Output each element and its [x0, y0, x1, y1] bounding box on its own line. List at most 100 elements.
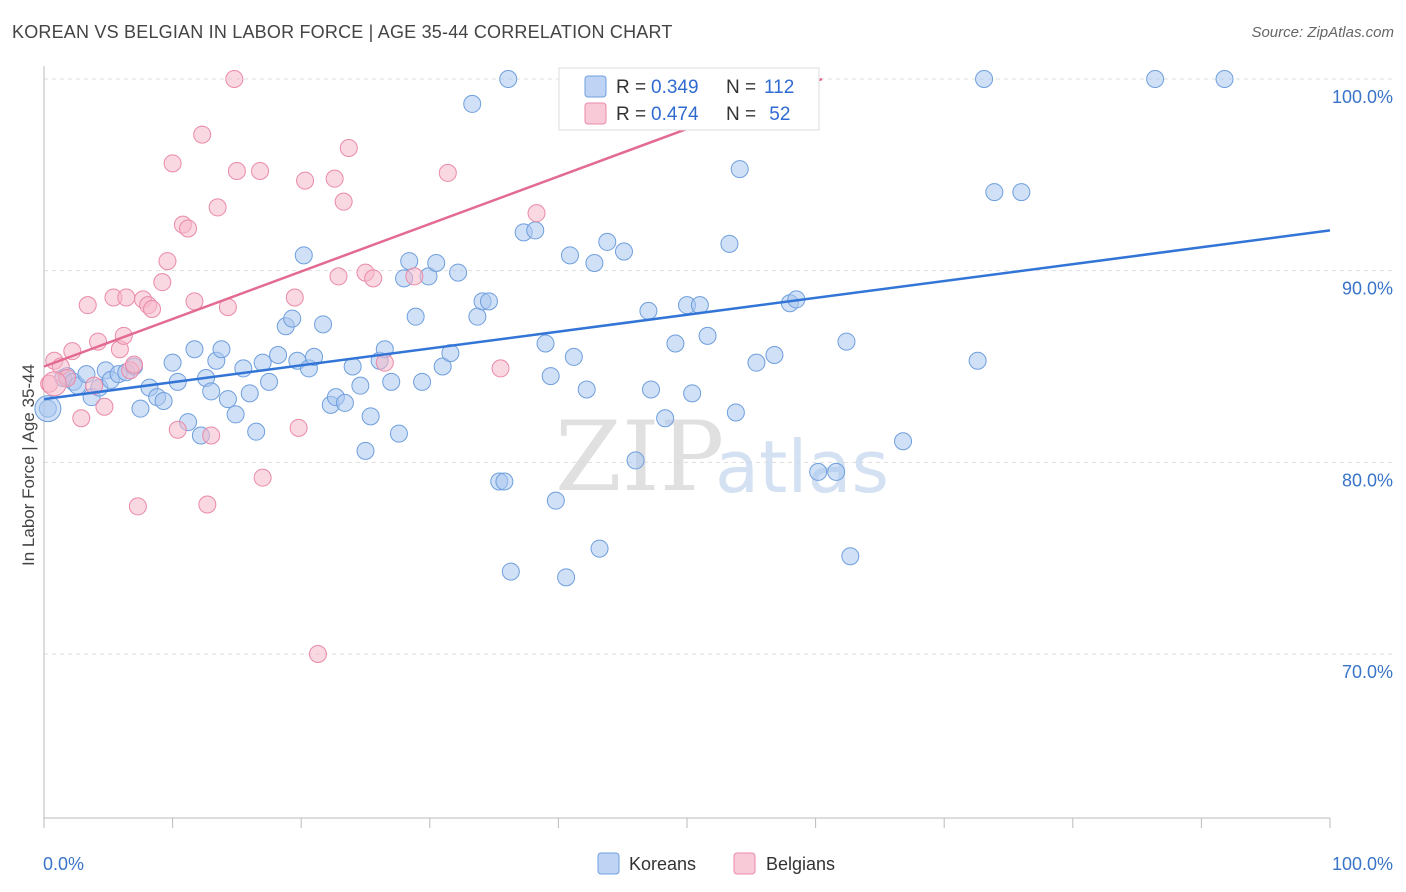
korean-point-25 [212, 340, 231, 359]
korean-point-76 [564, 347, 583, 366]
belgian-point-9 [95, 397, 114, 416]
chart-title: KOREAN VS BELGIAN IN LABOR FORCE | AGE 3… [12, 22, 673, 42]
legend-r-label-koreans: R = [616, 77, 651, 98]
bottom-legend-label-koreans: Koreans [629, 854, 696, 874]
series-belgians [40, 70, 619, 663]
korean-point-103 [894, 432, 913, 451]
korean-point-71 [536, 334, 555, 353]
series-koreans [34, 70, 1234, 587]
y-tick-label-70: 70.0% [1342, 662, 1393, 682]
legend-n-label-belgians: N = [726, 104, 761, 125]
korean-point-99 [809, 462, 828, 481]
belgian-point-19 [143, 300, 162, 318]
bottom-legend: Koreans Belgians [597, 852, 835, 875]
bottom-legend-label-belgians: Belgians [766, 854, 835, 874]
belgian-point-43 [339, 139, 358, 157]
belgian-point-cluster [41, 371, 67, 397]
korean-point-109 [1215, 70, 1234, 88]
korean-point-90 [698, 326, 717, 345]
belgian-point-27 [193, 125, 212, 144]
x-tick-label-min: 0.0% [43, 854, 84, 874]
korean-point-27 [226, 405, 245, 424]
korean-point-13 [131, 399, 150, 418]
belgian-point-50 [527, 204, 546, 223]
y-tick-label-80: 80.0% [1342, 470, 1393, 490]
watermark-atlas: atlas [715, 425, 889, 509]
legend-n-value-belgians: 52 [764, 104, 790, 125]
korean-point-77 [577, 380, 596, 399]
x-tick-label-max: 100.0% [1332, 854, 1393, 874]
belgian-point-39 [308, 645, 327, 663]
belgian-point-29 [202, 426, 221, 445]
korean-point-33 [269, 346, 288, 364]
korean-point-93 [730, 160, 749, 179]
korean-point-107 [1012, 183, 1031, 202]
belgian-point-16 [128, 497, 147, 516]
belgian-point-34 [251, 162, 270, 180]
legend-n-value-koreans: 112 [764, 77, 794, 98]
korean-point-66 [495, 472, 514, 491]
korean-point-64 [479, 292, 498, 311]
legend-box: R = 0.349 N = 112 R = 0.474 N = 52 [558, 67, 820, 131]
belgian-point-7 [85, 376, 104, 395]
legend-swatch-koreans [584, 75, 607, 98]
korean-point-58 [433, 357, 452, 376]
legend-r-value-belgians: 0.474 [651, 104, 699, 125]
korean-point-45 [351, 376, 370, 395]
korean-point-53 [400, 252, 419, 271]
korean-point-80 [598, 232, 617, 251]
korean-point-32 [260, 372, 279, 391]
korean-trend-line [43, 229, 1331, 401]
belgian-point-23 [168, 420, 187, 439]
belgian-point-13 [117, 288, 136, 307]
legend-r-value-koreans: 0.349 [651, 77, 699, 98]
korean-point-51 [389, 424, 408, 443]
korean-point-16 [154, 392, 173, 410]
belgian-point-32 [225, 70, 244, 88]
korean-point-83 [639, 301, 658, 320]
korean-point-78 [585, 254, 604, 272]
axes [43, 66, 1331, 828]
korean-point-43 [335, 393, 354, 412]
korean-point-46 [356, 441, 375, 460]
belgian-point-40 [325, 169, 344, 188]
belgian-point-47 [405, 267, 424, 286]
korean-point-67 [499, 70, 518, 88]
korean-point-39 [305, 347, 324, 366]
korean-point-75 [560, 246, 579, 265]
bottom-legend-swatch-koreans [597, 852, 620, 875]
belgian-point-46 [375, 353, 394, 372]
belgian-point-41 [329, 267, 348, 286]
korean-point-70 [526, 221, 545, 240]
korean-point-86 [666, 334, 685, 353]
korean-point-95 [765, 346, 784, 364]
belgian-point-28 [198, 495, 217, 514]
y-tick-labels: 70.0% 80.0% 90.0% 100.0% [1332, 87, 1393, 682]
korean-point-102 [841, 547, 860, 566]
belgian-point-35 [253, 468, 272, 487]
korean-point-35 [283, 309, 302, 328]
korean-point-84 [641, 380, 660, 399]
korean-point-26 [218, 390, 237, 409]
belgian-point-33 [227, 162, 246, 180]
korean-point-85 [656, 409, 675, 428]
y-tick-label-100: 100.0% [1332, 87, 1393, 107]
y-axis-title: In Labor Force | Age 35-44 [19, 364, 38, 566]
korean-point-108 [1146, 70, 1165, 88]
korean-point-60 [449, 263, 468, 282]
korean-point-91 [720, 234, 739, 253]
korean-point-74 [557, 568, 576, 587]
korean-point-30 [247, 422, 266, 441]
watermark: ZIP atlas [555, 401, 889, 513]
belgian-point-20 [153, 273, 172, 292]
belgian-point-5 [72, 409, 91, 428]
korean-point-17 [163, 353, 182, 372]
korean-point-47 [361, 407, 380, 426]
belgian-point-26 [185, 292, 204, 311]
korean-point-29 [240, 384, 259, 403]
belgian-point-25 [179, 219, 198, 238]
korean-point-37 [294, 246, 313, 265]
bottom-legend-swatch-belgians [733, 852, 756, 875]
korean-point-82 [626, 451, 645, 470]
